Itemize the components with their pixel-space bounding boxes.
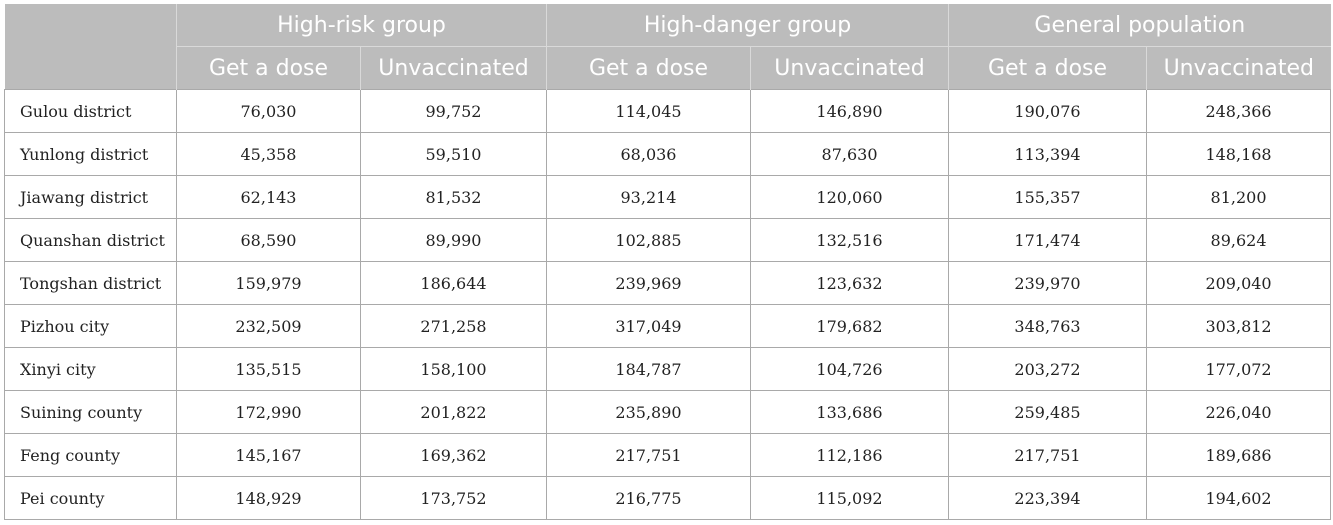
row-label: Tongshan district [4,261,177,305]
table-cell: 217,751 [948,433,1148,477]
table-cell: 112,186 [749,433,950,477]
table-cell: 223,394 [948,476,1148,520]
sub-header-unvaccinated: Unvaccinated [1146,46,1331,90]
table-row: Tongshan district 159,979 186,644 239,969 12… [4,261,1332,305]
table-cell: 146,890 [749,89,950,133]
table-cell: 232,509 [176,304,361,348]
row-label: Pei county [4,476,177,520]
table-cell: 132,516 [749,218,950,262]
table-cell: 135,515 [176,347,361,391]
table-row: Feng county 145,167 169,362 217,751 112,186 2… [4,433,1332,477]
vaccination-table: High-risk group High-danger group Genera… [4,4,1332,520]
table-cell: 68,590 [176,218,361,262]
group-header-high-risk: High-risk group [176,4,547,47]
table-cell: 158,100 [360,347,547,391]
sub-header-get-a-dose: Get a dose [948,46,1147,90]
table-cell: 216,775 [546,476,751,520]
table-cell: 348,763 [948,304,1148,348]
corner-cell [4,4,177,90]
table-cell: 81,200 [1146,175,1332,219]
table-body: Gulou district 76,030 99,752 114,045 146,890… [4,89,1332,520]
row-label: Xinyi city [4,347,177,391]
table-cell: 89,624 [1146,218,1332,262]
table-row: Pei county 148,929 173,752 216,775 115,092 22… [4,476,1332,520]
row-label: Gulou district [4,89,177,133]
row-label: Quanshan district [4,218,177,262]
table-cell: 235,890 [546,390,751,434]
table-cell: 59,510 [360,132,547,176]
row-label: Pizhou city [4,304,177,348]
group-header-row: High-risk group High-danger group Genera… [4,4,1331,90]
group-header-general-population: General population [948,4,1331,47]
table-cell: 203,272 [948,347,1148,391]
table-cell: 201,822 [360,390,547,434]
table-header: High-risk group High-danger group Genera… [4,4,1331,90]
table-cell: 120,060 [749,175,950,219]
table-cell: 68,036 [546,132,751,176]
table-row: Gulou district 76,030 99,752 114,045 146,890… [4,89,1332,133]
row-label: Feng county [4,433,177,477]
table-cell: 179,682 [749,304,950,348]
sub-header-unvaccinated: Unvaccinated [360,46,547,90]
table-row: Jiawang district 62,143 81,532 93,214 120,06… [4,175,1332,219]
row-label: Suining county [4,390,177,434]
table-row: Yunlong district 45,358 59,510 68,036 87,630… [4,132,1332,176]
table-cell: 148,929 [176,476,361,520]
table-cell: 317,049 [546,304,751,348]
table-cell: 45,358 [176,132,361,176]
table-cell: 177,072 [1146,347,1332,391]
table-cell: 89,990 [360,218,547,262]
table-cell: 189,686 [1146,433,1332,477]
table-cell: 102,885 [546,218,751,262]
sub-header-get-a-dose: Get a dose [546,46,751,90]
table-cell: 114,045 [546,89,751,133]
table-cell: 115,092 [749,476,950,520]
table-row: Pizhou city 232,509 271,258 317,049 179,682 3… [4,304,1332,348]
table-row: Xinyi city 135,515 158,100 184,787 104,726 20… [4,347,1332,391]
table-row: Suining county 172,990 201,822 235,890 133,6… [4,390,1332,434]
table-cell: 99,752 [360,89,547,133]
sub-header-row: Get a dose Unvaccinated Get a dose Unvac… [5,46,1331,90]
table-cell: 81,532 [360,175,547,219]
table-cell: 303,812 [1146,304,1332,348]
table-cell: 62,143 [176,175,361,219]
table-cell: 239,969 [546,261,751,305]
table-cell: 93,214 [546,175,751,219]
table-cell: 133,686 [749,390,950,434]
table-cell: 173,752 [360,476,547,520]
table-cell: 194,602 [1146,476,1332,520]
table-cell: 186,644 [360,261,547,305]
table-cell: 104,726 [749,347,950,391]
table-cell: 87,630 [749,132,950,176]
table-cell: 190,076 [948,89,1148,133]
table-cell: 172,990 [176,390,361,434]
table-cell: 209,040 [1146,261,1332,305]
table-cell: 239,970 [948,261,1148,305]
table-cell: 226,040 [1146,390,1332,434]
table-cell: 169,362 [360,433,547,477]
table-row: Quanshan district 68,590 89,990 102,885 132,… [4,218,1332,262]
sub-header-unvaccinated: Unvaccinated [749,46,949,90]
table-cell: 217,751 [546,433,751,477]
table-cell: 159,979 [176,261,361,305]
table-cell: 271,258 [360,304,547,348]
group-header-high-danger: High-danger group [545,4,949,47]
row-label: Yunlong district [4,132,177,176]
table-cell: 259,485 [948,390,1148,434]
table-cell: 155,357 [948,175,1148,219]
table-cell: 248,366 [1146,89,1332,133]
table-cell: 184,787 [546,347,751,391]
table-cell: 171,474 [948,218,1148,262]
row-label: Jiawang district [4,175,177,219]
table-cell: 76,030 [176,89,361,133]
table-cell: 148,168 [1146,132,1332,176]
table-cell: 123,632 [749,261,950,305]
table-cell: 145,167 [176,433,361,477]
table-cell: 113,394 [948,132,1148,176]
sub-header-get-a-dose: Get a dose [176,46,361,90]
